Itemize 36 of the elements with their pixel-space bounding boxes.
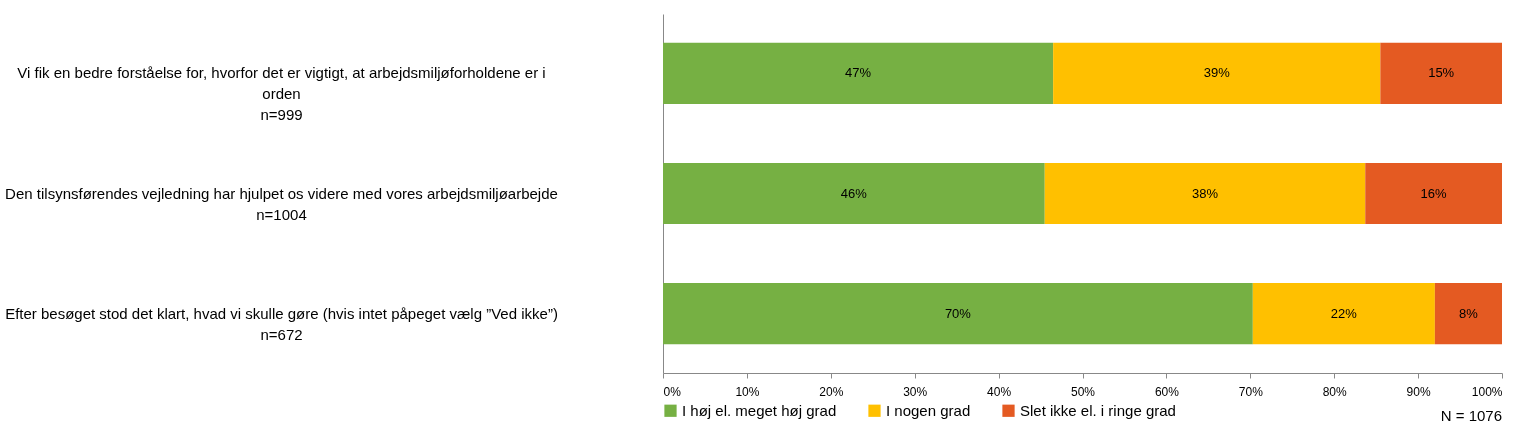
- x-tick-label: 0%: [663, 384, 682, 399]
- data-label: 16%: [1420, 185, 1448, 201]
- bar: [663, 162, 1045, 225]
- x-tick-label: 80%: [1322, 384, 1348, 399]
- bar: [1053, 42, 1381, 105]
- legend-label: I høj el. meget høj grad: [682, 401, 837, 419]
- x-tick-label: 60%: [1154, 384, 1180, 399]
- x-tick-label: 40%: [987, 384, 1012, 399]
- text: N = 1076: [1440, 407, 1502, 424]
- x-tick-label: 90%: [1406, 384, 1431, 399]
- data-label: 38%: [1191, 185, 1219, 201]
- x-tick-label: 50%: [1070, 384, 1096, 399]
- data-label: 70%: [944, 305, 972, 321]
- data-label: 47%: [845, 65, 872, 81]
- legend-label: Slet ikke el. i ringe grad: [1020, 401, 1176, 419]
- y-tick-label: Efter besøget stod det klart, hvad vi skulle gøre (hvis intet påpeget vælg ”Ved ikke”) n=672: [5, 304, 558, 343]
- bar: [1434, 282, 1502, 345]
- data-label: 46%: [840, 185, 868, 201]
- x-tick-label: 100%: [1471, 384, 1503, 399]
- bar: [1252, 282, 1435, 345]
- x-tick-label: 70%: [1238, 384, 1264, 399]
- data-label: 15%: [1428, 65, 1455, 81]
- bar: [1044, 162, 1366, 225]
- x-tick-label: 30%: [903, 384, 928, 399]
- x-tick-label: 10%: [735, 384, 760, 399]
- bar: [1380, 42, 1502, 105]
- legend-label: I nogen grad: [886, 401, 971, 419]
- y-tick-label: Den tilsynsførendes vejledning har hjulpet os videre med vores arbejdsmiljøarbejde n=1004: [5, 184, 558, 223]
- data-label: 39%: [1203, 65, 1231, 81]
- x-tick-label: 20%: [819, 384, 844, 399]
- bar: [663, 282, 1253, 345]
- y-tick-label: Vi fik en bedre forståelse for, hvorfor det er vigtigt, at arbejdsmiljøforholdene er i orden n=999: [17, 64, 546, 124]
- data-label: 22%: [1330, 305, 1358, 321]
- bar: [1365, 162, 1502, 225]
- data-label: 8%: [1459, 305, 1479, 321]
- bar: [663, 42, 1054, 105]
